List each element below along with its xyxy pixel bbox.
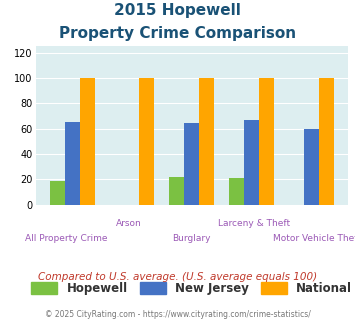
Text: All Property Crime: All Property Crime (26, 234, 108, 243)
Bar (259, 78, 274, 205)
Bar (140, 78, 154, 205)
Text: 2015 Hopewell: 2015 Hopewell (114, 3, 241, 18)
Text: Property Crime Comparison: Property Crime Comparison (59, 26, 296, 41)
Text: Motor Vehicle Theft: Motor Vehicle Theft (273, 234, 355, 243)
Text: © 2025 CityRating.com - https://www.cityrating.com/crime-statistics/: © 2025 CityRating.com - https://www.city… (45, 310, 310, 319)
Bar (229, 178, 244, 205)
Text: Burglary: Burglary (173, 234, 211, 243)
Bar (199, 78, 214, 205)
Text: Arson: Arson (116, 219, 142, 228)
Text: Larceny & Theft: Larceny & Theft (218, 219, 290, 228)
Bar (50, 181, 65, 205)
Bar (184, 123, 199, 205)
Bar (169, 177, 184, 205)
Text: Compared to U.S. average. (U.S. average equals 100): Compared to U.S. average. (U.S. average … (38, 272, 317, 282)
Bar (65, 122, 80, 205)
Legend: Hopewell, New Jersey, National: Hopewell, New Jersey, National (27, 277, 355, 300)
Bar (80, 78, 94, 205)
Bar (244, 120, 259, 205)
Bar (319, 78, 334, 205)
Bar (304, 129, 319, 205)
